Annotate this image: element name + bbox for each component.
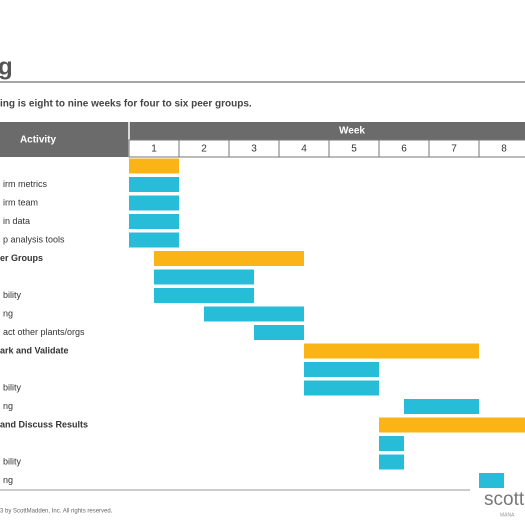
- task-bar: [154, 288, 254, 303]
- task-bar: [204, 306, 304, 322]
- task-bar: [129, 214, 179, 229]
- task-bar: [379, 454, 404, 470]
- task-label: ng: [3, 475, 13, 485]
- task-bar: [379, 436, 404, 451]
- logo-sub: MANA: [500, 512, 515, 518]
- logo: scott: [484, 489, 525, 510]
- task-bar: [404, 399, 479, 414]
- phase-bar: [304, 343, 479, 359]
- task-label: p analysis tools: [3, 234, 65, 244]
- week-label: 7: [451, 144, 457, 155]
- activity-header-cell: [0, 140, 129, 157]
- copyright: 3 by ScottMadden, Inc. All rights reserv…: [0, 509, 113, 515]
- week-label: 1: [151, 144, 157, 155]
- task-label: act other plants/orgs: [3, 327, 85, 337]
- task-bar: [154, 269, 254, 285]
- phase-bar: [154, 251, 304, 266]
- week-label: 5: [351, 144, 357, 155]
- header-row: [0, 122, 525, 140]
- task-label: bility: [3, 290, 22, 300]
- phase-bar: [129, 158, 179, 174]
- task-label: ng: [3, 401, 13, 411]
- task-label: bility: [3, 456, 22, 466]
- task-label: ng: [3, 308, 13, 318]
- task-label: bility: [3, 382, 22, 392]
- task-label: irm metrics: [3, 179, 47, 189]
- week-label: 4: [301, 144, 307, 155]
- activity-header: Activity: [20, 135, 57, 146]
- task-bar: [304, 380, 379, 396]
- week-label: 8: [501, 144, 507, 155]
- task-bar: [129, 195, 179, 211]
- week-label: 6: [401, 144, 407, 155]
- task-bar: [129, 177, 179, 192]
- phase-label: and Discuss Results: [0, 419, 88, 429]
- week-label: 3: [251, 144, 257, 155]
- week-cell: [478, 139, 525, 158]
- task-bar: [304, 362, 379, 377]
- task-label: in data: [3, 216, 30, 226]
- week-label: 2: [201, 144, 207, 155]
- week-header: Week: [339, 126, 365, 137]
- task-bar: [129, 232, 179, 248]
- phase-label: er Groups: [0, 253, 43, 263]
- title: g: [0, 53, 13, 80]
- phase-bar: [379, 417, 525, 433]
- task-bar: [479, 473, 504, 488]
- subtitle: ing is eight to nine weeks for four to s…: [0, 99, 252, 110]
- task-label: irm team: [3, 197, 38, 207]
- phase-label: ark and Validate: [0, 345, 69, 355]
- task-bar: [254, 325, 304, 340]
